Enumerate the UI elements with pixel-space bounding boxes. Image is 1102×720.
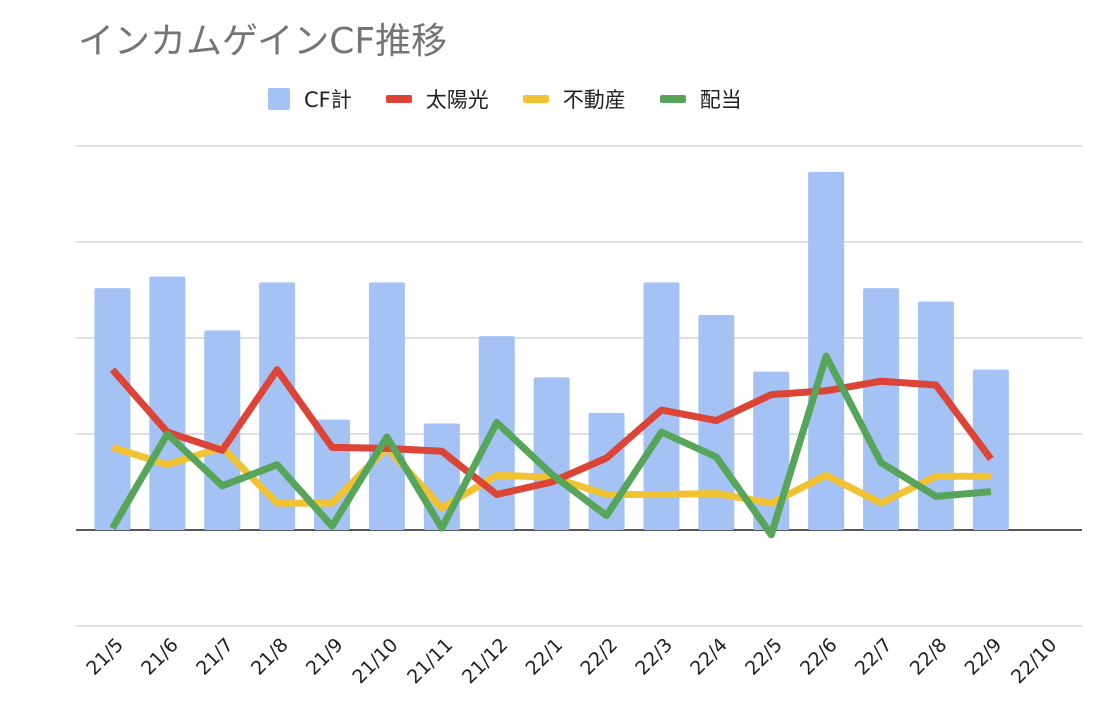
line-dividend: [109, 352, 992, 539]
x-tick-label: 21/6: [137, 634, 183, 680]
x-tick-label: 21/11: [403, 634, 457, 688]
bar-cf-total: [533, 377, 570, 530]
bar-cf-total: [149, 276, 186, 530]
x-tick-label: 22/9: [961, 634, 1007, 680]
x-tick-label: 22/3: [631, 634, 677, 680]
x-tick-label: 22/5: [741, 634, 787, 680]
legend-item-solar: 太陽光: [385, 84, 489, 114]
legend-item-real-estate: 不動産: [522, 84, 626, 114]
bar-cf-total: [643, 282, 680, 530]
bar-cf-total: [94, 288, 131, 530]
chart-title: インカムゲインCF推移: [78, 21, 448, 62]
x-tick-label: 22/2: [576, 634, 622, 680]
legend-item-cf-total: CF計: [268, 84, 352, 114]
x-tick-label: 21/9: [302, 634, 348, 680]
legend-label-dividend: 配当: [699, 88, 742, 112]
legend-label-cf-total: CF計: [304, 88, 352, 112]
legend-label-solar: 太陽光: [425, 88, 489, 112]
x-tick-label: 21/10: [348, 634, 402, 688]
bar-cf-total: [368, 282, 405, 530]
legend-swatch-cf-total: [268, 88, 290, 110]
x-tick-label: 21/7: [192, 634, 238, 680]
legend-swatch-dividend: [659, 95, 686, 103]
x-tick-label: 22/1: [521, 634, 567, 680]
x-tick-label: 21/8: [247, 634, 293, 680]
x-tick-label: 22/8: [906, 634, 952, 680]
bar-cf-total: [972, 369, 1009, 530]
legend-swatch-real-estate: [522, 95, 549, 103]
x-tick-label: 22/10: [1007, 634, 1061, 688]
bar-cf-total: [753, 371, 790, 530]
legend-item-dividend: 配当: [659, 84, 742, 114]
legend-label-real-estate: 不動産: [562, 88, 626, 112]
x-tick-label: 22/4: [686, 634, 732, 680]
legend-swatch-solar: [385, 95, 412, 103]
x-tick-label: 21/12: [458, 634, 512, 688]
x-tick-label: 22/7: [851, 634, 897, 680]
x-tick-label: 21/5: [82, 634, 128, 680]
bar-cf-total: [808, 171, 845, 531]
chart-legend: CF計 太陽光 不動産 配当: [268, 84, 776, 114]
x-tick-label: 22/6: [796, 634, 842, 680]
